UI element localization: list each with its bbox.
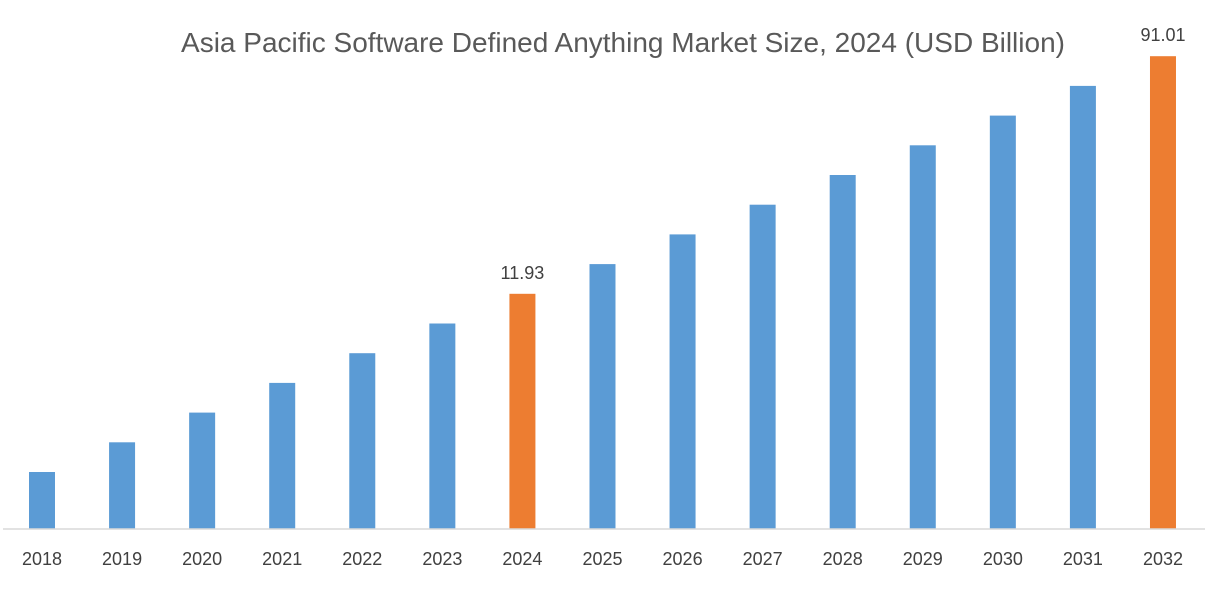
bar-2028 xyxy=(829,175,856,529)
x-tick-label: 2028 xyxy=(823,549,863,569)
x-tick-label: 2024 xyxy=(502,549,542,569)
x-tick-label: 2019 xyxy=(102,549,142,569)
x-tick-label: 2022 xyxy=(342,549,382,569)
bar-2020 xyxy=(189,412,216,529)
bar-2018 xyxy=(29,472,55,529)
x-tick-label: 2025 xyxy=(582,549,622,569)
data-label-2024: 11.93 xyxy=(501,263,545,283)
x-tick-label: 2030 xyxy=(983,549,1023,569)
bar-2023 xyxy=(429,323,456,529)
bar-2027 xyxy=(749,204,776,529)
bar-2024 xyxy=(509,293,536,529)
bar-2026 xyxy=(669,234,696,529)
bar-2032 xyxy=(1149,56,1176,529)
bar-2022 xyxy=(349,353,376,529)
x-tick-label: 2026 xyxy=(663,549,703,569)
x-tick-label: 2020 xyxy=(182,549,222,569)
x-tick-label: 2031 xyxy=(1063,549,1103,569)
chart-title: Asia Pacific Software Defined Anything M… xyxy=(181,27,1065,58)
bar-2025 xyxy=(589,264,616,529)
x-tick-label: 2018 xyxy=(22,549,62,569)
x-tick-label: 2032 xyxy=(1143,549,1183,569)
x-tick-label: 2027 xyxy=(743,549,783,569)
x-tick-label: 2021 xyxy=(262,549,302,569)
x-tick-label: 2023 xyxy=(422,549,462,569)
bar-2030 xyxy=(989,115,1016,529)
x-tick-label: 2029 xyxy=(903,549,943,569)
bar-2029 xyxy=(909,145,936,530)
data-label-2032: 91.01 xyxy=(1140,25,1185,45)
bar-2021 xyxy=(269,382,296,529)
bar-2019 xyxy=(109,442,136,529)
bar-2031 xyxy=(1069,85,1096,530)
